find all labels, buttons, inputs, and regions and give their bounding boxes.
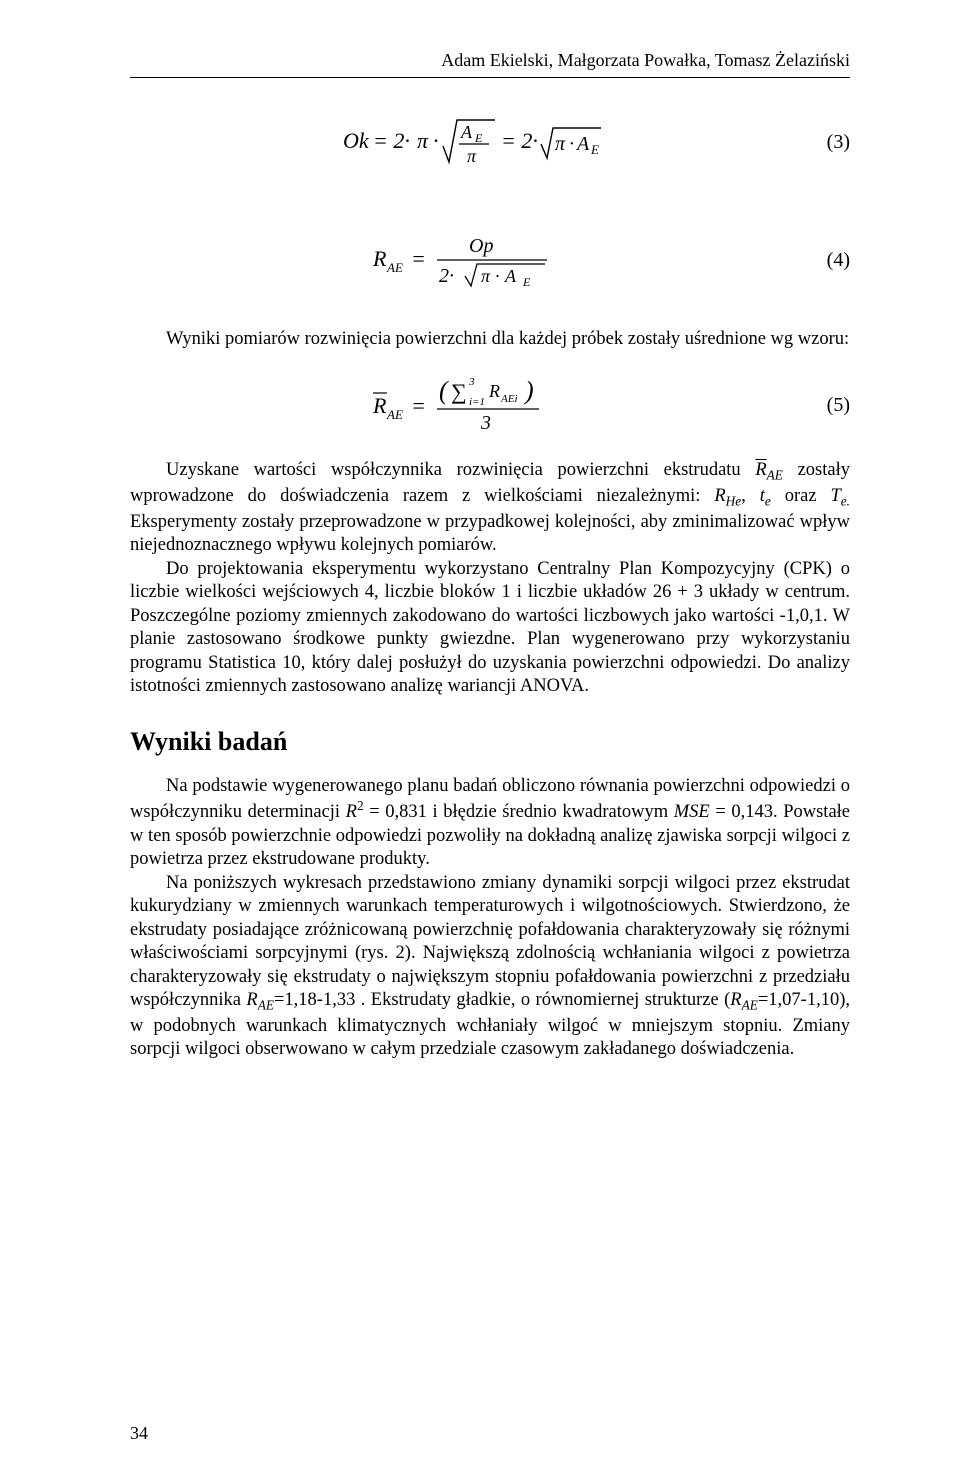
svg-text:·: · <box>495 266 500 286</box>
svg-text:= 2·: = 2· <box>501 128 538 153</box>
equation-3: Ok = 2· π · A E π = 2· π · A E (3) <box>130 114 850 170</box>
svg-text:=: = <box>411 393 426 418</box>
p4-b: = 0,831 i błędzie średnio kwadratowym <box>364 802 674 822</box>
svg-text:3: 3 <box>468 376 475 388</box>
paragraph-3: Do projektowania eksperymentu wykorzysta… <box>130 558 850 699</box>
svg-text:π: π <box>481 266 491 286</box>
svg-text:π: π <box>555 133 566 155</box>
svg-text:i=1: i=1 <box>469 396 485 408</box>
page-header-authors: Adam Ekielski, Małgorzata Powałka, Tomas… <box>130 50 850 78</box>
p4-R: R <box>346 802 357 822</box>
paragraph-5: Na poniższych wykresach przedstawiono zm… <box>130 872 850 1062</box>
svg-text:AE: AE <box>386 260 403 275</box>
svg-text:): ) <box>523 376 534 405</box>
svg-text:AE: AE <box>386 407 403 422</box>
equation-4-svg: R AE = Op 2· π · A E <box>373 230 573 290</box>
p4-R2: 2 <box>357 798 364 813</box>
svg-text:A: A <box>504 266 517 286</box>
svg-text:2·: 2· <box>439 265 454 287</box>
page-number: 34 <box>130 1423 148 1444</box>
svg-text:π: π <box>417 128 429 153</box>
section-heading-results: Wyniki badań <box>130 727 850 757</box>
p2-rbar: R <box>755 460 766 480</box>
p2-rhe-sub: He <box>726 494 742 509</box>
svg-text:π: π <box>467 146 477 166</box>
svg-text:Ok: Ok <box>343 128 370 153</box>
svg-text:3: 3 <box>480 412 491 434</box>
p2-Te-sub: e. <box>841 494 850 509</box>
svg-text:(: ( <box>439 376 449 405</box>
svg-text:= 2·: = 2· <box>373 128 410 153</box>
p2-rhe: R <box>714 486 725 506</box>
svg-text:A: A <box>460 122 473 142</box>
svg-text:E: E <box>522 275 531 289</box>
svg-text:AEi: AEi <box>500 393 518 405</box>
svg-text:·: · <box>569 133 574 155</box>
svg-text:=: = <box>411 246 426 271</box>
svg-text:Op: Op <box>469 235 493 257</box>
p2-Te: T <box>830 486 840 506</box>
paragraph-2: Uzyskane wartości współczynnika rozwinię… <box>130 459 850 557</box>
equation-4-number: (4) <box>817 249 850 272</box>
equation-5-svg: R AE = ( ∑ 3 i=1 R AEi ) 3 <box>373 373 573 437</box>
equation-3-svg: Ok = 2· π · A E π = 2· π · A E <box>343 114 603 170</box>
paragraph-1-text: Wyniki pomiarów rozwinięcia powierzchni … <box>166 329 849 349</box>
p4-mse: MSE <box>674 802 710 822</box>
svg-text:·: · <box>433 128 439 153</box>
equation-5-number: (5) <box>817 394 850 417</box>
paragraph-4: Na podstawie wygenerowanego planu badań … <box>130 775 850 872</box>
p5-rae2-sub: AE <box>742 998 758 1013</box>
p5-rae: R <box>246 990 257 1010</box>
svg-text:R: R <box>373 393 387 418</box>
p3-text: Do projektowania eksperymentu wykorzysta… <box>130 559 850 696</box>
p5-rae2: R <box>730 990 741 1010</box>
equation-5: R AE = ( ∑ 3 i=1 R AEi ) 3 (5) <box>130 373 850 437</box>
p2-a: Uzyskane wartości współczynnika rozwinię… <box>166 460 755 480</box>
p5-rae-sub: AE <box>258 998 274 1013</box>
svg-text:A: A <box>575 133 590 155</box>
svg-text:∑: ∑ <box>451 379 467 404</box>
paragraph-1: Wyniki pomiarów rozwinięcia powierzchni … <box>130 328 850 351</box>
svg-text:E: E <box>474 131 483 145</box>
p2-c: , <box>741 486 760 506</box>
svg-text:R: R <box>488 381 500 401</box>
p2-d: oraz <box>771 486 831 506</box>
svg-text:R: R <box>373 246 387 271</box>
svg-text:E: E <box>590 142 599 157</box>
p2-rbar-sub: AE <box>767 468 783 483</box>
p2-e: Eksperymenty zostały przeprowadzone w pr… <box>130 512 850 555</box>
equation-4: R AE = Op 2· π · A E (4) <box>130 230 850 290</box>
p5-b: =1,18-1,33 . Ekstrudaty gładkie, o równo… <box>274 990 730 1010</box>
equation-3-number: (3) <box>817 131 850 154</box>
